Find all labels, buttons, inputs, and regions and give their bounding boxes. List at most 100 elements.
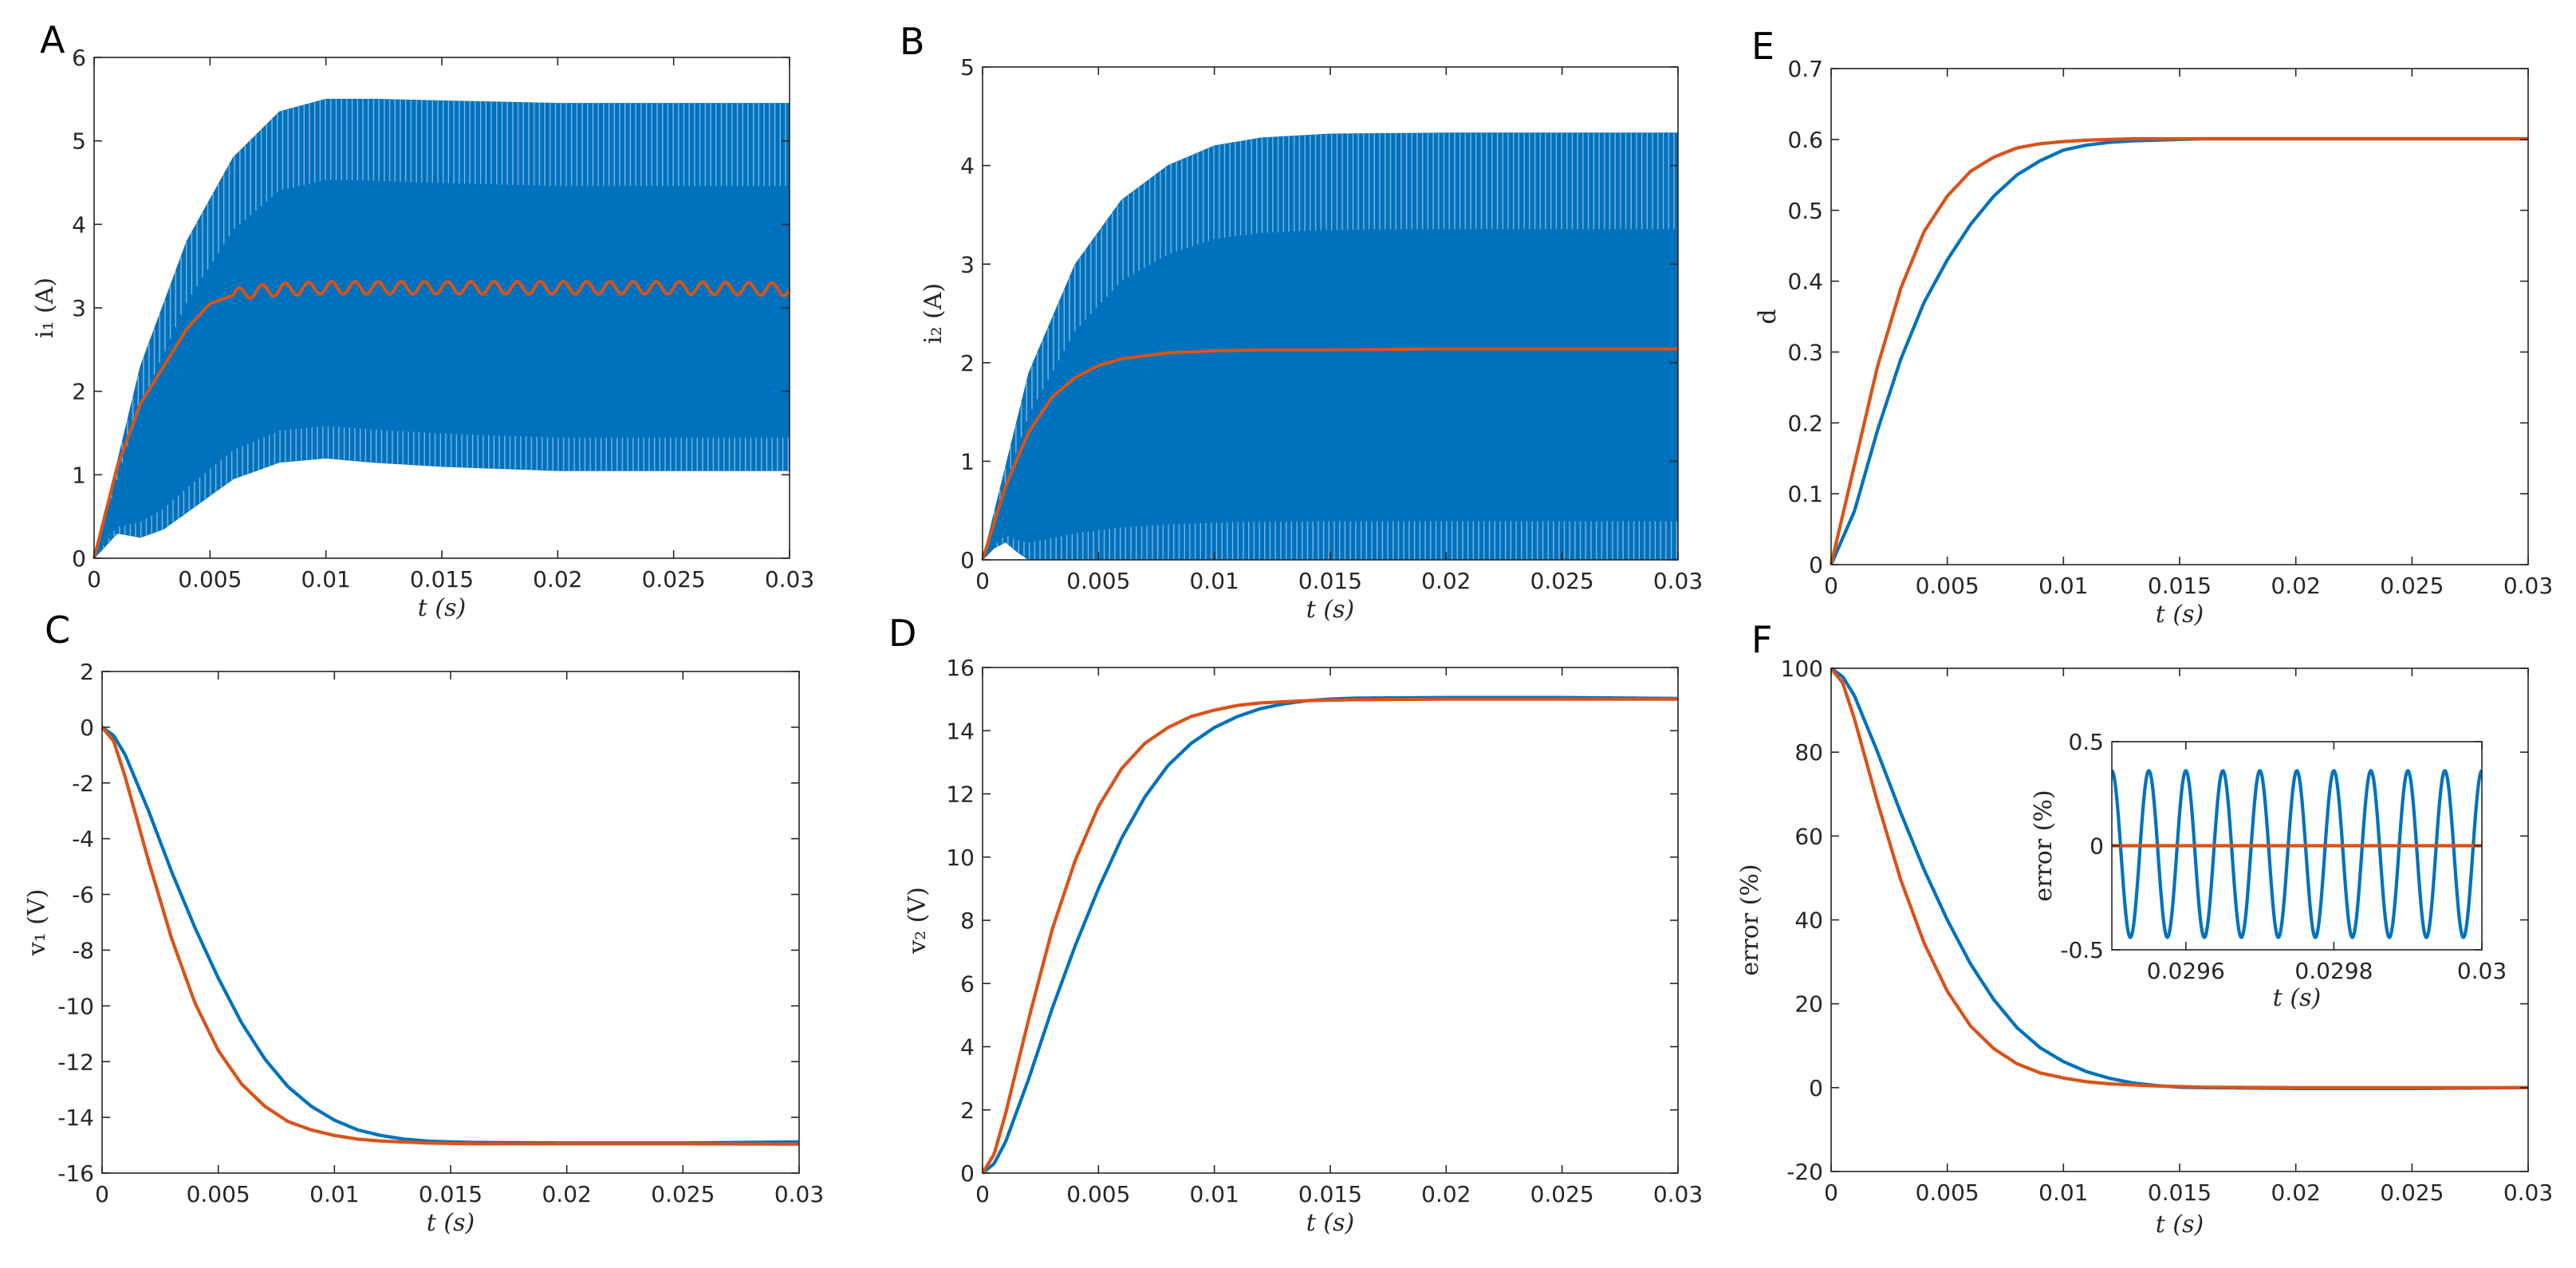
y-tick-label: 2: [80, 659, 94, 685]
y-tick-label: 0: [72, 545, 86, 572]
x-tick-label: 0: [975, 1181, 990, 1207]
y-tick-label: 10: [946, 845, 975, 871]
y-tick-label: 100: [1781, 656, 1823, 682]
y-tick-label: -2: [72, 770, 94, 797]
series-model: [1830, 667, 2529, 1089]
y-tick-label: 4: [960, 153, 975, 179]
x-tick-label: 0.01: [2038, 573, 2088, 599]
plot-area-A: [93, 98, 791, 560]
inset-error-zoom: 0.0296 0.0298 0.03 -0.5 0 0.5 t (s) error (%): [2030, 729, 2507, 1012]
y-axis-label: error (%): [2030, 790, 2058, 901]
y-tick-label: 0.5: [2068, 729, 2104, 755]
y-tick-label: 0: [960, 547, 975, 573]
y-tick-label: 6: [72, 45, 86, 71]
x-tick-label: 0.03: [1653, 568, 1703, 594]
inset-series-simulated: [2110, 769, 2483, 939]
series-simulated-ripple: [994, 132, 1677, 560]
axes-frame-C: [101, 671, 800, 1174]
y-tick-label: -8: [72, 938, 94, 964]
x-tick-label: 0.02: [2271, 1179, 2320, 1206]
y-tick-label: -12: [57, 1049, 94, 1075]
y-tick-label: -10: [57, 993, 94, 1019]
panel-B: B 0 0.005 0.01 0.015 0.02 0.025 0.03 0 1 2 3 4 5 t (s…: [900, 20, 1703, 624]
y-tick-label: 16: [946, 655, 975, 681]
x-tick-label: 0.01: [1189, 568, 1239, 594]
x-tick-label: 0: [1824, 573, 1838, 599]
y-tick-label: -14: [57, 1105, 94, 1131]
y-axis-label: error (%): [1736, 864, 1764, 975]
y-tick-label: 5: [72, 128, 86, 155]
x-tick-label: 0.01: [301, 566, 350, 593]
x-tick-label: 0.02: [533, 566, 582, 593]
y-axis-label: v₂ (V): [904, 887, 932, 955]
panel-label-F: F: [1751, 618, 1772, 661]
y-axis-label: i₁ (A): [31, 278, 59, 338]
series-simulated: [1830, 136, 2529, 565]
y-tick-label: 0.6: [1787, 127, 1823, 153]
x-tick-label: 0.005: [1916, 1179, 1979, 1206]
x-tick-label: 0.015: [410, 566, 474, 593]
y-tick-label: 8: [960, 908, 975, 934]
panel-C: C 0 0.005 0.01 0.015 0.02 0.025 0.03 -16 -14 -12 -…: [23, 608, 824, 1237]
x-tick-label: 0.025: [651, 1181, 715, 1207]
y-axis-label: d: [1754, 309, 1782, 324]
x-axis-label: t (s): [2156, 1211, 2204, 1238]
y-axis-label: i₂ (A): [920, 283, 947, 344]
x-axis-label: t (s): [418, 594, 466, 622]
y-tick-label: 12: [946, 782, 975, 808]
x-tick-label: 0.03: [774, 1181, 824, 1207]
y-tick-label: 0: [2090, 833, 2104, 860]
y-tick-label: 2: [960, 1097, 975, 1124]
panel-E: E 0 0.005 0.01 0.015 0.02 0.025 0.03 0 0.1 0.2 0.3…: [1751, 25, 2553, 628]
y-tick-label: -4: [72, 826, 94, 853]
x-tick-label: 0.03: [2503, 573, 2553, 599]
x-tick-label: 0.03: [2457, 958, 2507, 984]
y-tick-label: 6: [960, 971, 975, 997]
series-model: [981, 347, 1679, 561]
x-tick-label: 0: [95, 1181, 109, 1207]
axes-frame-E: [1830, 68, 2529, 565]
y-tick-label: 0.1: [1787, 481, 1823, 507]
series-simulated-ripple: [103, 99, 789, 549]
y-tick-label: -0.5: [2060, 937, 2104, 963]
x-tick-label: 0.005: [187, 1181, 250, 1207]
x-tick-label: 0.015: [1298, 1181, 1362, 1207]
x-tick-label: 0.005: [178, 566, 242, 593]
x-tick-label: 0.025: [1530, 1181, 1594, 1207]
x-axis-label: t (s): [427, 1209, 475, 1237]
series-simulated: [100, 726, 800, 1145]
x-tick-label: 0.015: [419, 1181, 483, 1207]
y-tick-label: 0: [80, 715, 94, 741]
y-tick-label: 3: [72, 295, 86, 321]
panel-label-E: E: [1751, 25, 1774, 68]
y-tick-label: 2: [960, 350, 975, 376]
series-model: [981, 697, 1679, 1175]
panel-F: F 0 0.005 0.01 0.015 0.02 0.025 0.03-200204060…: [1736, 618, 2553, 1238]
y-tick-label: -16: [57, 1160, 94, 1187]
ripple-hatch: [103, 99, 789, 549]
y-tick-label: 0.5: [1787, 198, 1823, 224]
x-tick-label: 0: [975, 568, 990, 594]
x-tick-label: 0.015: [1298, 568, 1362, 594]
x-tick-label: 0.03: [765, 566, 814, 593]
x-tick-label: 0.0296: [2147, 958, 2225, 984]
y-tick-label: 0.7: [1787, 56, 1823, 82]
plot-area-F: [1830, 667, 2529, 1090]
x-axis-label: t (s): [1306, 1209, 1354, 1237]
y-tick-label: 40: [1794, 908, 1823, 934]
y-tick-label: 0.4: [1787, 269, 1823, 295]
x-tick-label: 0.01: [309, 1181, 359, 1207]
plot-area-D: [981, 695, 1679, 1175]
x-tick-label: 0.02: [1421, 1181, 1471, 1207]
y-tick-label: 4: [72, 211, 86, 238]
x-tick-label: 0.03: [2503, 1179, 2553, 1206]
x-tick-label: 0.01: [2038, 1179, 2088, 1206]
x-tick-label: 0.02: [1421, 568, 1471, 594]
panel-label-D: D: [888, 612, 916, 655]
x-axis-label: t (s): [1306, 596, 1354, 624]
x-tick-label: 0.005: [1916, 573, 1979, 599]
y-tick-label: 80: [1794, 739, 1823, 766]
y-tick-label: 0: [1809, 552, 1823, 578]
x-tick-label: 0.01: [1189, 1181, 1239, 1207]
x-tick-label: 0.03: [1653, 1181, 1703, 1207]
